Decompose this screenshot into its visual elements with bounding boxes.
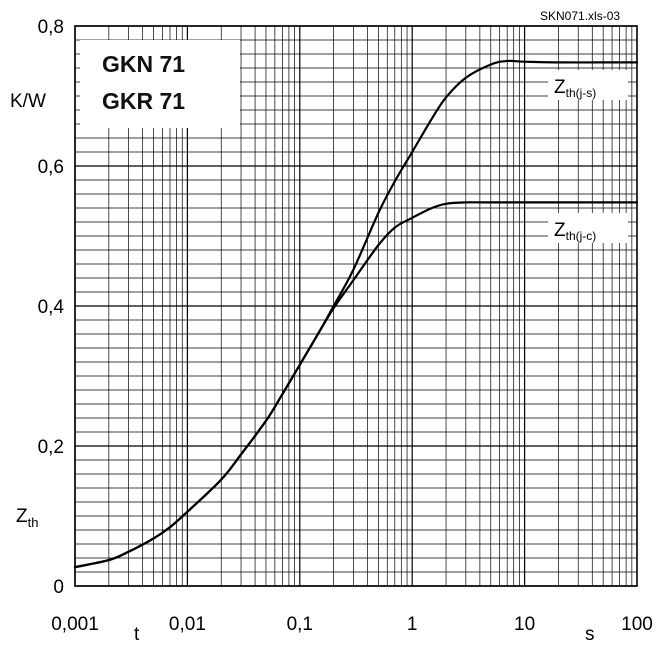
series-label-zth-js-main: Z — [554, 77, 566, 98]
series-label-bg-jc — [548, 213, 628, 243]
tick-labels: 0,001 0,01 0,1 1 10 100 0 0,2 0,4 0,6 0,8 — [38, 17, 653, 635]
x-tick-label: 10 — [514, 614, 535, 635]
x-tick-label: 0,01 — [169, 614, 206, 635]
y-tick-label: 0,8 — [38, 17, 64, 38]
y-axis-label-sub: th — [28, 515, 39, 530]
model-label-box — [80, 40, 240, 128]
series-label-zth-js: Zth(j-s) — [554, 77, 596, 100]
model-label-2: GKR 71 — [102, 88, 185, 114]
y-tick-label: 0,4 — [38, 297, 65, 318]
x-tick-label: 1 — [407, 614, 418, 635]
y-axis-label: Zth — [16, 506, 38, 530]
y-axis-label-main: Z — [16, 506, 28, 527]
series-label-zth-jc-sub: th(j-c) — [566, 229, 597, 243]
y-tick-label: 0,2 — [38, 437, 64, 458]
curves — [73, 59, 639, 569]
series-label-zth-jc-main: Z — [554, 220, 566, 241]
series-label-zth-js-sub: th(j-s) — [566, 86, 597, 100]
source-label: SKN071.xls-03 — [540, 9, 620, 23]
y-unit-label: K/W — [10, 91, 46, 112]
series-label-zth-jc: Zth(j-c) — [554, 220, 596, 243]
y-tick-label: 0 — [53, 577, 64, 598]
x-tick-label: 100 — [621, 614, 653, 635]
plot-frame — [74, 25, 638, 587]
series-line-zth-j-c — [73, 201, 639, 569]
x-tick-label: 0,001 — [51, 614, 99, 635]
model-label-1: GKN 71 — [102, 51, 185, 77]
x-unit-label: s — [585, 624, 595, 645]
series-label-bg-js — [548, 70, 628, 100]
x-axis-label: t — [134, 624, 140, 645]
x-tick-label: 0,1 — [287, 614, 313, 635]
y-tick-label: 0,6 — [38, 157, 64, 178]
